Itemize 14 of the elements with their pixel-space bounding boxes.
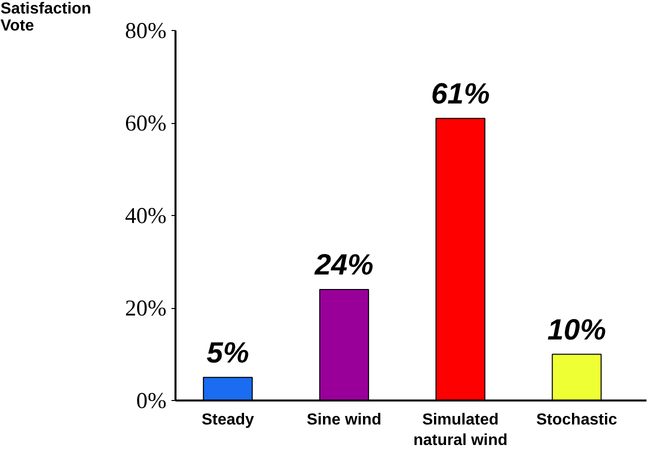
x-tick-label: Steady <box>202 412 254 428</box>
data-label: 10% <box>547 313 606 346</box>
y-tick-label: 20% <box>124 296 167 320</box>
y-axis-title: Satisfaction Vote <box>0 0 92 34</box>
x-tick-label: Simulated natural wind <box>413 412 508 449</box>
x-tick-label: Sine wind <box>306 412 382 428</box>
data-label: 5% <box>206 336 250 370</box>
y-tick-label: 80% <box>124 18 167 43</box>
y-tick-label: 60% <box>124 110 167 136</box>
y-tick-label: 0% <box>136 388 167 413</box>
data-label: 61% <box>431 77 490 110</box>
x-tick-label: Stochastic <box>536 412 618 428</box>
data-label: 24% <box>314 248 374 282</box>
y-tick-label: 40% <box>124 203 167 228</box>
